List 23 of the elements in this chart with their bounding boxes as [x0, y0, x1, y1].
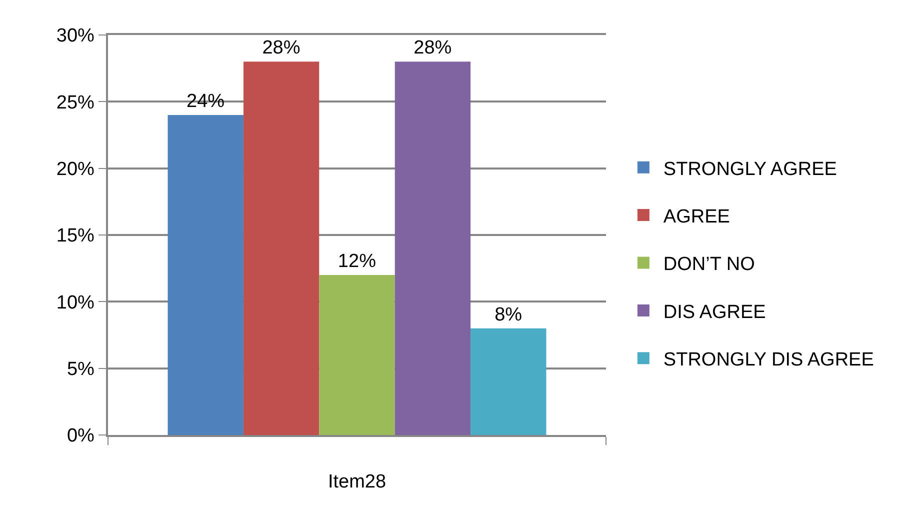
- y-tick-label: 10%: [56, 292, 95, 314]
- y-tick-label: 0%: [66, 426, 95, 447]
- y-tick-label: 5%: [66, 358, 95, 380]
- bar: [470, 328, 546, 435]
- y-tick-label: 15%: [56, 226, 95, 247]
- legend-label: STRONGLY AGREE: [663, 158, 837, 180]
- y-tick-label: 30%: [56, 26, 95, 47]
- legend-label: STRONGLY DIS AGREE: [663, 350, 874, 371]
- data-label: 24%: [186, 91, 225, 112]
- x-tick-label: Item28: [328, 472, 386, 493]
- data-label: 28%: [414, 38, 452, 59]
- y-tick-label: 25%: [56, 92, 95, 114]
- bar: [394, 62, 471, 435]
- y-tick-label: 20%: [56, 158, 95, 180]
- legend-label: DIS AGREE: [663, 302, 766, 323]
- legend-label: AGREE: [663, 206, 730, 228]
- bar: [319, 275, 395, 435]
- bar: [168, 115, 244, 435]
- data-label: 12%: [338, 251, 376, 272]
- legend-label: DON’T NO: [663, 254, 755, 276]
- data-label: 28%: [262, 38, 300, 59]
- bar: [243, 62, 320, 435]
- data-label: 8%: [494, 304, 522, 326]
